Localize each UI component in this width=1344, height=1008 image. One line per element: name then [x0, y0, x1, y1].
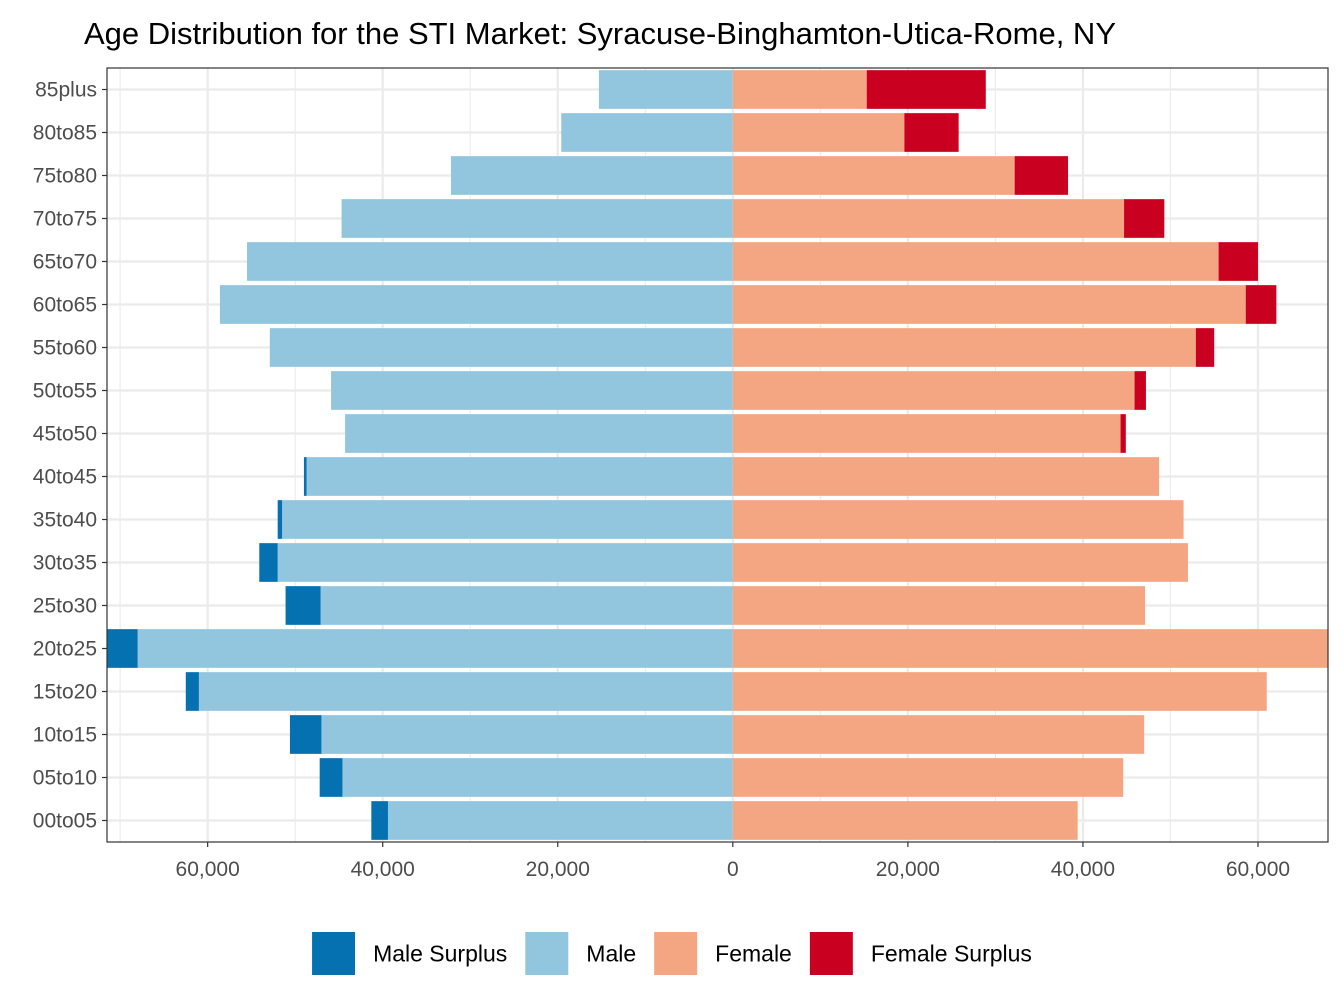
y-axis: 00to05 05to10 10to15 15to20 20to25 25to30 30to… — [33, 79, 107, 833]
bar-female-45to50 — [732, 414, 1121, 453]
legend-label-male-surplus: Male Surplus — [373, 941, 507, 967]
bar-male-75to80 — [450, 156, 733, 195]
bar-female-50to55 — [732, 371, 1135, 410]
bar-female-surplus-70to75 — [1124, 199, 1165, 238]
plot-panel-border — [106, 67, 1329, 843]
legend-label-male: Male — [586, 941, 636, 967]
bar-male-surplus-35to40 — [277, 500, 283, 539]
bar-male-surplus-25to30 — [285, 586, 321, 625]
bar-male-surplus-05to10 — [319, 758, 343, 797]
x-tick-label: 60,000 — [1226, 858, 1290, 881]
bar-male-00to05 — [387, 801, 733, 840]
legend-key-male-surplus — [312, 932, 356, 975]
bar-female-25to30 — [732, 586, 1146, 625]
plot-area — [107, 68, 1328, 842]
bar-male-40to45 — [306, 457, 733, 496]
bar-male-surplus-00to05 — [371, 801, 388, 840]
bar-male-60to65 — [219, 285, 733, 324]
bar-male-55to60 — [269, 328, 733, 367]
chart-title: Age Distribution for the STI Market: Syr… — [84, 16, 1116, 51]
bar-male-45to50 — [345, 414, 733, 453]
bar-female-30to35 — [732, 543, 1188, 582]
bar-male-surplus-10to15 — [289, 715, 322, 754]
y-tick-label-65to70: 65to70 — [33, 251, 97, 274]
bar-female-85plus — [732, 70, 867, 109]
bar-male-20to25 — [137, 629, 733, 668]
y-tick-label-15to20: 15to20 — [33, 681, 97, 704]
y-tick-label-75to80: 75to80 — [33, 165, 97, 188]
legend: Male Surplus Male Female Female Surplus — [312, 932, 1032, 975]
y-tick-label-25to30: 25to30 — [33, 595, 97, 618]
y-tick-label-35to40: 35to40 — [33, 509, 97, 532]
bar-male-85plus — [598, 70, 733, 109]
bar-female-surplus-75to80 — [1014, 156, 1069, 195]
bar-male-surplus-40to45 — [303, 457, 307, 496]
legend-label-female-surplus: Female Surplus — [871, 941, 1032, 967]
bar-female-35to40 — [732, 500, 1184, 539]
bar-female-15to20 — [732, 672, 1267, 711]
bar-female-80to85 — [732, 113, 905, 152]
y-tick-label-80to85: 80to85 — [33, 122, 97, 145]
legend-key-female — [654, 932, 698, 975]
legend-key-female-surplus — [809, 932, 853, 975]
y-tick-label-85plus: 85plus — [35, 79, 97, 102]
bar-male-surplus-20to25 — [107, 629, 138, 668]
y-tick-label-00to05: 00to05 — [33, 810, 97, 833]
y-tick-label-45to50: 45to50 — [33, 423, 97, 446]
bar-female-60to65 — [732, 285, 1246, 324]
bar-male-30to35 — [277, 543, 733, 582]
bar-female-surplus-85plus — [866, 70, 986, 109]
bar-male-10to15 — [321, 715, 733, 754]
y-tick-label-30to35: 30to35 — [33, 552, 97, 575]
y-tick-label-40to45: 40to45 — [33, 466, 97, 489]
bar-male-surplus-15to20 — [185, 672, 199, 711]
y-tick-label-60to65: 60to65 — [33, 294, 97, 317]
y-tick-label-05to10: 05to10 — [33, 767, 97, 790]
bar-female-70to75 — [732, 199, 1125, 238]
y-tick-label-55to60: 55to60 — [33, 337, 97, 360]
bar-female-20to25 — [732, 629, 1328, 668]
bar-male-25to30 — [320, 586, 733, 625]
y-tick-label-20to25: 20to25 — [33, 638, 97, 661]
bar-male-70to75 — [341, 199, 733, 238]
bar-female-00to05 — [732, 801, 1078, 840]
bar-male-surplus-30to35 — [259, 543, 278, 582]
legend-key-male — [525, 932, 569, 975]
bars-group — [107, 70, 1328, 840]
bar-female-05to10 — [732, 758, 1124, 797]
x-axis: 60,000 40,000 20,000 0 20,000 40,000 60,000 — [176, 842, 1290, 881]
y-tick-label-10to15: 10to15 — [33, 724, 97, 747]
bar-male-35to40 — [282, 500, 733, 539]
bar-female-10to15 — [732, 715, 1145, 754]
bar-female-65to70 — [732, 242, 1219, 281]
y-tick-label-70to75: 70to75 — [33, 208, 97, 231]
x-tick-label: 20,000 — [526, 858, 590, 881]
x-tick-label: 0 — [727, 858, 739, 881]
bar-male-15to20 — [198, 672, 733, 711]
bar-female-55to60 — [732, 328, 1196, 367]
bar-female-surplus-55to60 — [1195, 328, 1215, 367]
bar-female-surplus-45to50 — [1120, 414, 1126, 453]
x-tick-label: 20,000 — [876, 858, 940, 881]
y-tick-label-50to55: 50to55 — [33, 380, 97, 403]
bar-male-80to85 — [561, 113, 733, 152]
x-tick-label: 40,000 — [1051, 858, 1115, 881]
x-tick-label: 40,000 — [351, 858, 415, 881]
bar-female-surplus-65to70 — [1218, 242, 1258, 281]
bar-male-50to55 — [331, 371, 733, 410]
bar-female-40to45 — [732, 457, 1160, 496]
bar-female-surplus-80to85 — [904, 113, 959, 152]
bar-female-surplus-60to65 — [1245, 285, 1277, 324]
plot-background — [107, 68, 1328, 842]
x-tick-label: 60,000 — [176, 858, 240, 881]
bar-male-05to10 — [342, 758, 733, 797]
legend-label-female: Female — [715, 941, 792, 967]
bar-female-surplus-50to55 — [1134, 371, 1146, 410]
bar-male-65to70 — [247, 242, 733, 281]
bar-female-75to80 — [732, 156, 1015, 195]
